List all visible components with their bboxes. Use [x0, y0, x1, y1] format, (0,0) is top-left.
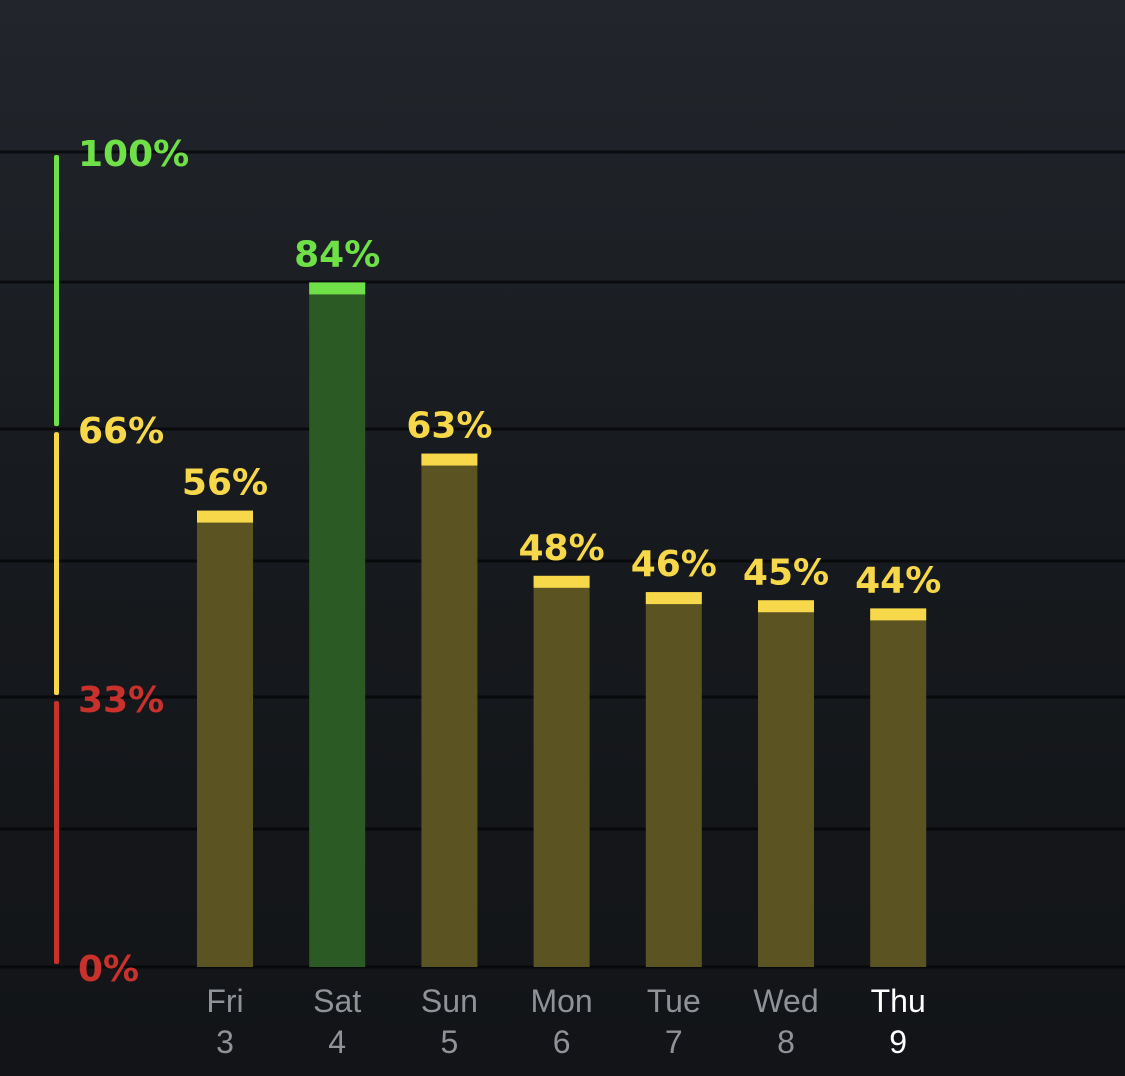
bar-cap	[533, 575, 590, 588]
bar	[533, 575, 590, 967]
x-date-label[interactable]: 4	[328, 1024, 346, 1060]
x-day-label[interactable]: Mon	[530, 983, 592, 1019]
x-date-label[interactable]: 5	[441, 1024, 459, 1060]
bar	[309, 282, 366, 967]
x-day-label[interactable]: Fri	[206, 983, 243, 1019]
bar-value-label: 48%	[519, 528, 605, 569]
bar-value-label: 44%	[855, 560, 941, 601]
x-day-label[interactable]: Tue	[647, 983, 701, 1019]
bars: 56% 84% 63% 48% 46% 45% 44%	[182, 234, 941, 967]
x-day-label[interactable]: Sun	[421, 983, 478, 1019]
y-scale: 100% 66% 33% 0%	[54, 134, 189, 990]
x-date-label[interactable]: 3	[216, 1024, 234, 1060]
x-day-label[interactable]: Sat	[313, 983, 361, 1019]
bar-value-label: 84%	[294, 234, 380, 275]
x-date-label[interactable]: 6	[553, 1024, 571, 1060]
bar	[197, 510, 253, 967]
x-date-label[interactable]: 7	[665, 1024, 683, 1060]
scale-tick-label: 66%	[78, 411, 164, 452]
bar-value-label: 45%	[743, 552, 829, 593]
x-axis-labels: Fri 3 Sat 4 Sun 5 Mon 6 Tue 7 Wed 8 Thu 9	[206, 983, 925, 1060]
scale-zone	[54, 432, 59, 696]
x-date-label[interactable]: 9	[889, 1024, 907, 1060]
bar-cap	[870, 608, 927, 621]
scale-zone	[54, 701, 59, 964]
bar-cap	[645, 592, 702, 605]
scale-zone	[54, 155, 59, 427]
bar	[758, 600, 814, 967]
bar-value-label: 63%	[406, 406, 492, 447]
x-day-label[interactable]: Thu	[871, 983, 926, 1019]
scale-tick-label: 0%	[78, 949, 139, 990]
bar-value-label: 56%	[182, 463, 268, 504]
x-date-label[interactable]: 8	[777, 1024, 795, 1060]
bar-cap	[309, 282, 366, 295]
bar-cap	[758, 600, 814, 613]
bar	[645, 592, 702, 967]
scale-tick-label: 100%	[78, 134, 189, 175]
bar-value-label: 46%	[631, 544, 717, 585]
bar-cap	[197, 510, 253, 523]
x-day-label[interactable]: Wed	[753, 983, 818, 1019]
bar	[421, 453, 478, 967]
bar	[870, 608, 927, 967]
scale-tick-label: 33%	[78, 680, 164, 721]
bar-cap	[421, 453, 478, 466]
